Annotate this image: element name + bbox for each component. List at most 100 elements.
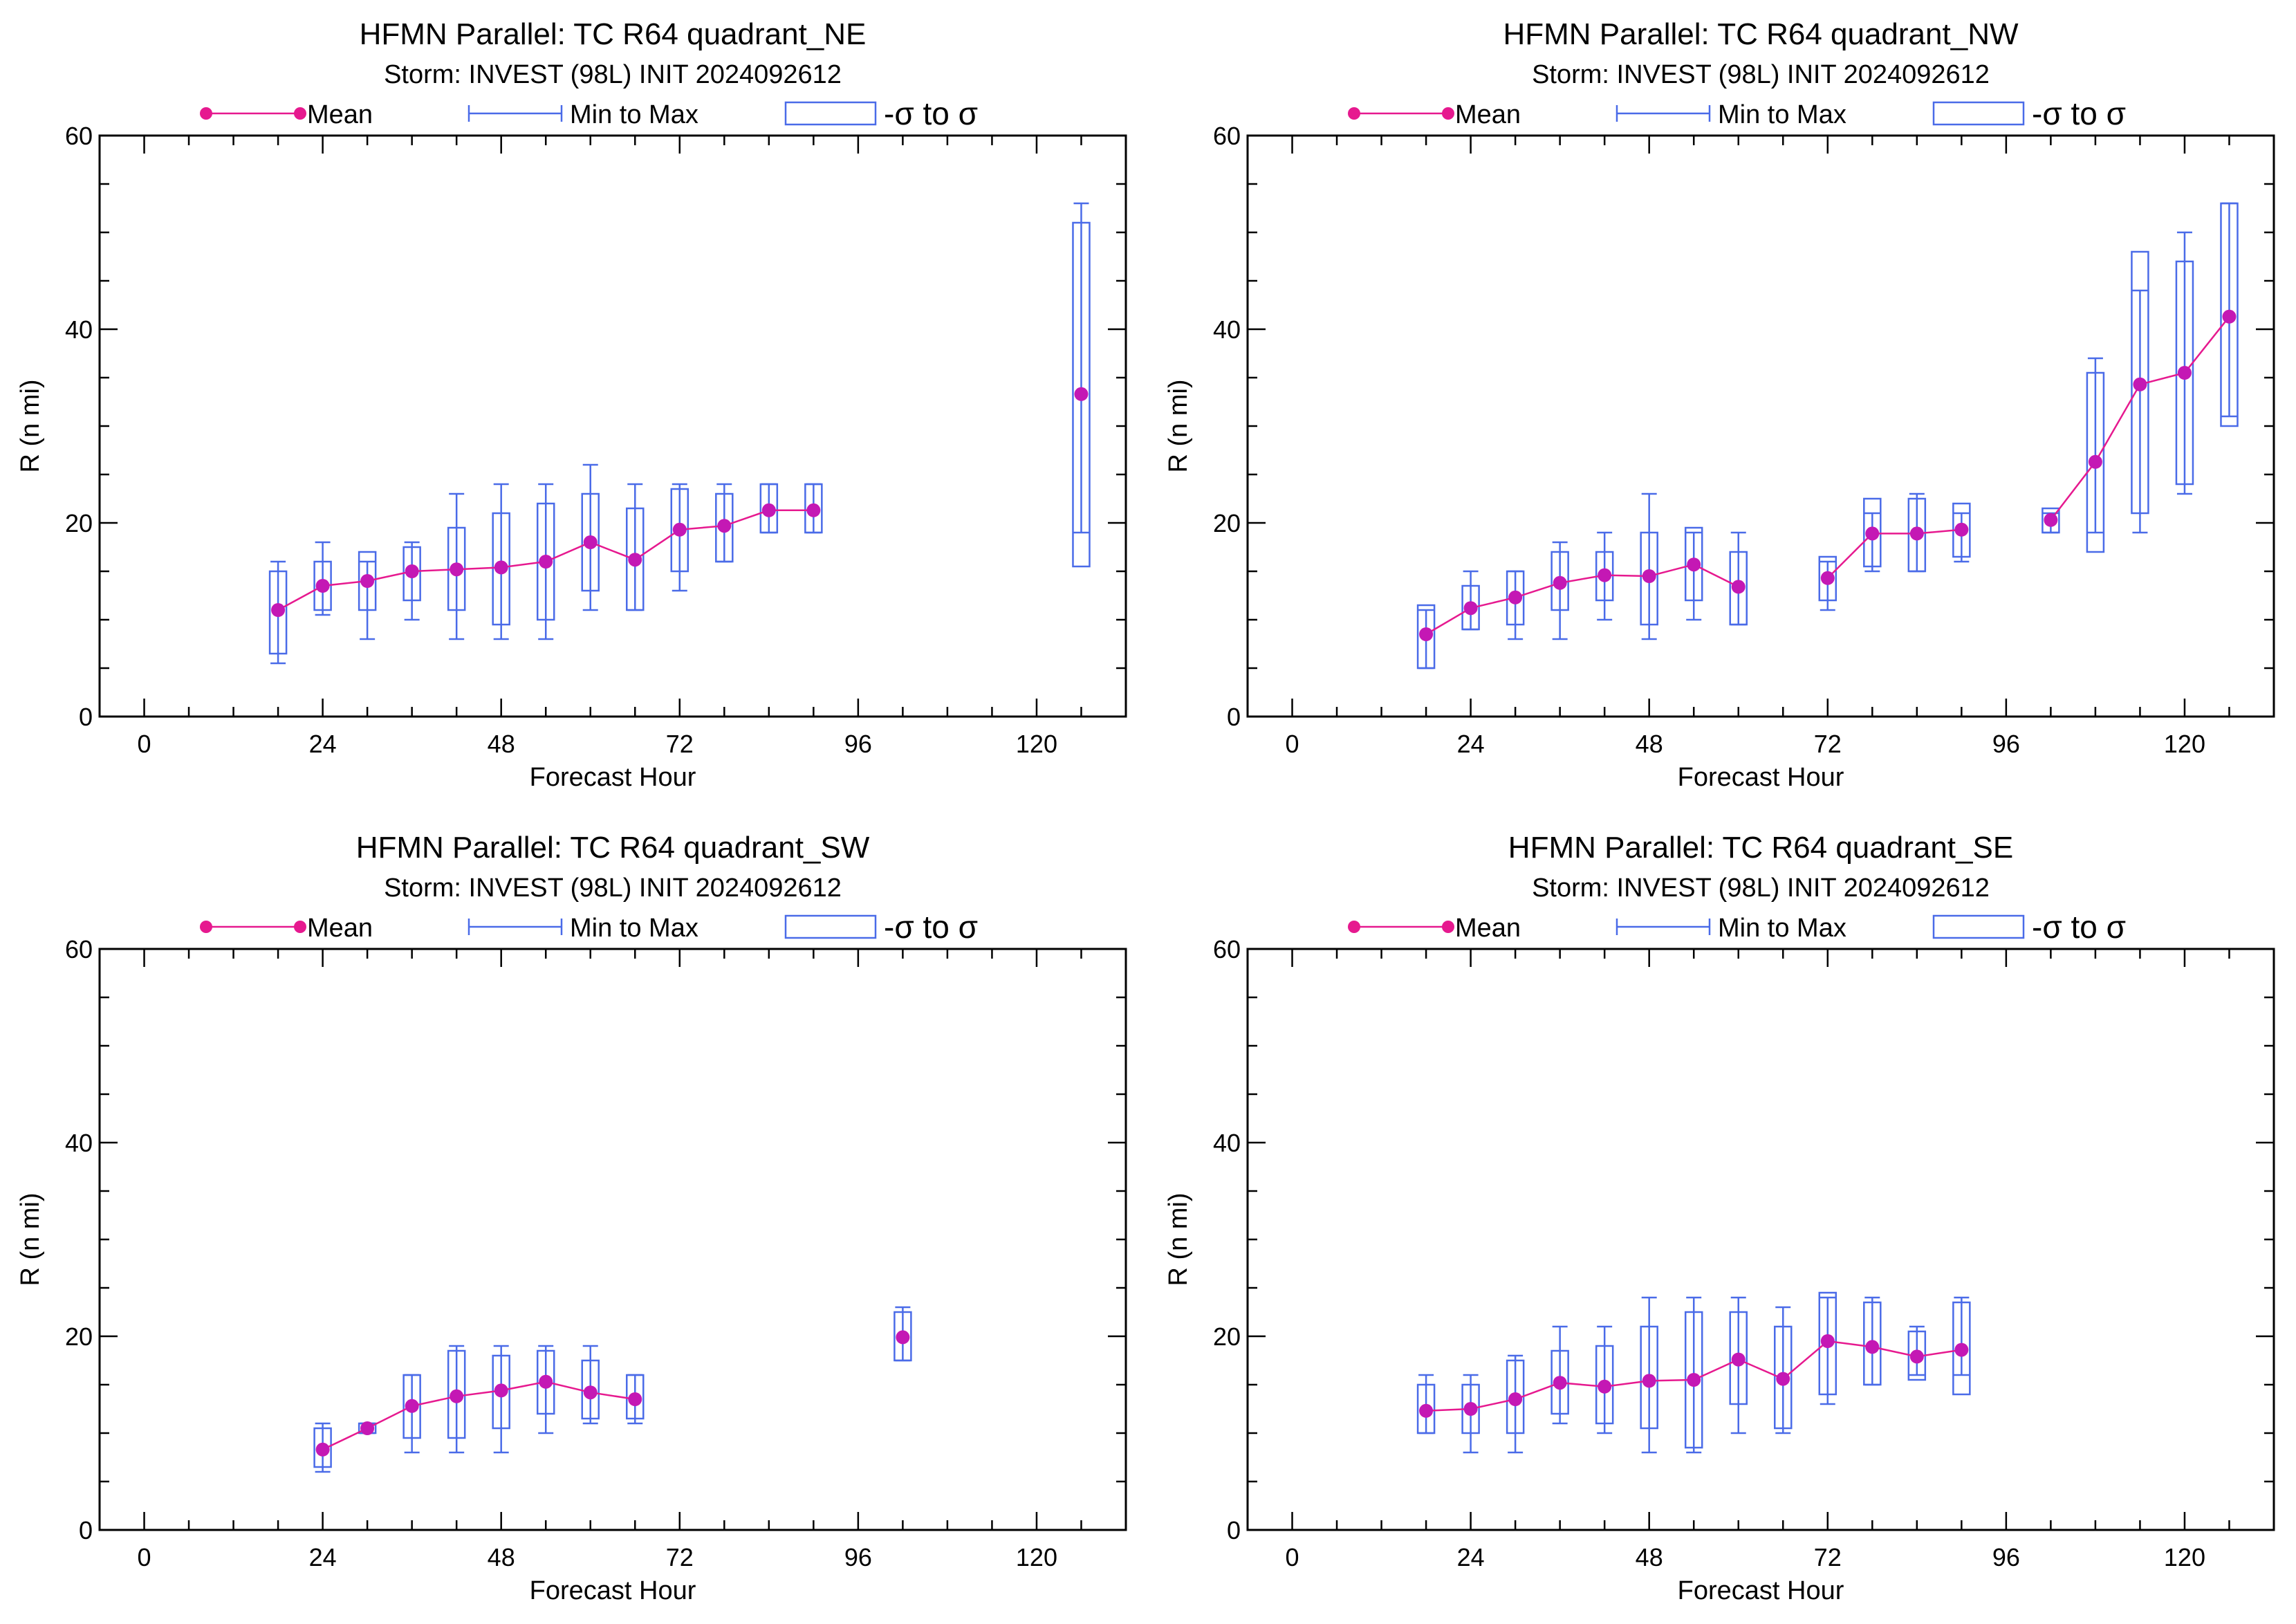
box-group bbox=[1461, 1374, 1480, 1454]
mean-point bbox=[494, 560, 508, 575]
mean-point bbox=[1776, 1372, 1790, 1386]
sigma-box bbox=[402, 1374, 421, 1439]
legend: Mean Min to Max -σ to σ bbox=[1348, 909, 2126, 945]
mean-point bbox=[628, 553, 642, 567]
legend-mean-dot bbox=[1348, 107, 1360, 120]
mean-point bbox=[583, 535, 598, 549]
sigma-box bbox=[1863, 1301, 1882, 1386]
legend-mean-dot bbox=[1442, 921, 1454, 933]
chart-title: HFMN Parallel: TC R64 quadrant_SW bbox=[356, 831, 870, 865]
legend: Mean Min to Max -σ to σ bbox=[200, 909, 978, 945]
y-tick-label: 20 bbox=[1213, 509, 1241, 537]
x-tick-label: 72 bbox=[666, 1543, 694, 1571]
x-tick-label: 0 bbox=[138, 1543, 151, 1571]
x-tick-label: 72 bbox=[1814, 730, 1842, 758]
chart-panel: HFMN Parallel: TC R64 quadrant_SE Storm: … bbox=[1164, 831, 2275, 1605]
mean-point bbox=[1909, 1349, 1924, 1364]
mean-line bbox=[322, 1381, 636, 1450]
x-tick-label: 24 bbox=[309, 1543, 337, 1571]
sigma-box bbox=[1416, 604, 1436, 670]
x-axis-label: Forecast Hour bbox=[1678, 1576, 1844, 1605]
sigma-box bbox=[581, 492, 600, 592]
x-tick-label: 24 bbox=[309, 730, 337, 758]
chart-panel: HFMN Parallel: TC R64 quadrant_NW Storm: … bbox=[1164, 17, 2275, 792]
legend-sigma-box bbox=[1932, 101, 2025, 126]
mean-point bbox=[1553, 1376, 1567, 1390]
mean-point bbox=[2088, 454, 2102, 469]
mean-point bbox=[2133, 377, 2147, 391]
y-tick-label: 20 bbox=[65, 509, 93, 537]
y-tick-label: 0 bbox=[1227, 703, 1241, 731]
legend-sigma-label: -σ to σ bbox=[884, 909, 978, 945]
chart-panel: HFMN Parallel: TC R64 quadrant_SW Storm: … bbox=[16, 831, 1127, 1605]
mean-point bbox=[806, 503, 821, 517]
x-axis-label: Forecast Hour bbox=[530, 763, 696, 792]
mean-point bbox=[450, 562, 464, 577]
box-group bbox=[402, 1374, 421, 1454]
sigma-box bbox=[1863, 497, 1882, 568]
mean-point bbox=[1598, 1379, 1612, 1394]
chart-subtitle: Storm: INVEST (98L) INIT 2024092612 bbox=[384, 60, 842, 89]
sigma-box bbox=[1550, 1349, 1569, 1415]
x-tick-label: 120 bbox=[2164, 730, 2205, 758]
y-tick-label: 20 bbox=[1213, 1322, 1241, 1351]
legend-minmax-label: Min to Max bbox=[570, 100, 698, 129]
x-axis-label: Forecast Hour bbox=[1678, 763, 1844, 792]
mean-point bbox=[717, 519, 732, 533]
y-tick-label: 40 bbox=[1213, 315, 1241, 344]
legend-mean-dot bbox=[1442, 107, 1454, 120]
sigma-box bbox=[2220, 202, 2239, 427]
legend-minmax-label: Min to Max bbox=[1718, 914, 1846, 943]
chart-subtitle: Storm: INVEST (98L) INIT 2024092612 bbox=[1532, 60, 1990, 89]
box-group bbox=[1863, 497, 1882, 573]
sigma-box bbox=[2175, 260, 2194, 486]
x-tick-label: 48 bbox=[1636, 730, 1663, 758]
mean-point bbox=[1954, 1342, 1969, 1357]
legend-mean-dot bbox=[1348, 921, 1360, 933]
box-group bbox=[1506, 1354, 1525, 1454]
sigma-box bbox=[1774, 1325, 1793, 1430]
y-tick-label: 0 bbox=[79, 703, 93, 731]
mean-point bbox=[1463, 1402, 1478, 1416]
x-tick-label: 120 bbox=[1016, 730, 1057, 758]
box-group bbox=[581, 1345, 600, 1425]
mean-point bbox=[1553, 575, 1567, 590]
box-group bbox=[1640, 492, 1658, 640]
sigma-box bbox=[492, 512, 510, 626]
plot-frame bbox=[1246, 134, 2275, 718]
legend-mean-dot bbox=[294, 107, 306, 120]
mean-point bbox=[761, 503, 776, 517]
mean-point bbox=[1419, 1403, 1434, 1418]
legend-sigma-label: -σ to σ bbox=[884, 95, 978, 131]
sigma-box bbox=[358, 551, 377, 611]
x-tick-label: 48 bbox=[488, 730, 515, 758]
mean-point bbox=[1954, 522, 1969, 537]
mean-point bbox=[539, 1374, 553, 1389]
y-tick-label: 40 bbox=[65, 315, 93, 344]
sigma-box bbox=[581, 1359, 600, 1420]
box-group bbox=[2131, 250, 2149, 534]
mean-line bbox=[1826, 528, 1962, 579]
sigma-box bbox=[804, 483, 823, 534]
y-axis-label: R (n mi) bbox=[1164, 1192, 1193, 1286]
chart-title: HFMN Parallel: TC R64 quadrant_NW bbox=[1503, 17, 2019, 51]
legend-mean-label: Mean bbox=[1455, 914, 1521, 943]
sigma-box bbox=[2042, 507, 2060, 534]
legend-mean-label: Mean bbox=[307, 914, 373, 943]
sigma-box bbox=[536, 1349, 555, 1415]
sigma-box bbox=[1818, 1291, 1837, 1396]
x-tick-label: 48 bbox=[1636, 1543, 1663, 1571]
mean-point bbox=[628, 1392, 642, 1406]
sigma-box bbox=[1640, 1325, 1658, 1430]
sigma-box bbox=[1907, 497, 1927, 573]
mean-point bbox=[405, 564, 419, 578]
mean-line bbox=[1425, 563, 1739, 636]
x-tick-label: 96 bbox=[1992, 730, 2020, 758]
box-group bbox=[358, 551, 377, 640]
box-group bbox=[1550, 1325, 1569, 1425]
mean-point bbox=[1687, 1373, 1701, 1387]
mean-point bbox=[1598, 568, 1612, 582]
sigma-box bbox=[1818, 555, 1837, 602]
mean-point bbox=[1508, 1392, 1523, 1406]
